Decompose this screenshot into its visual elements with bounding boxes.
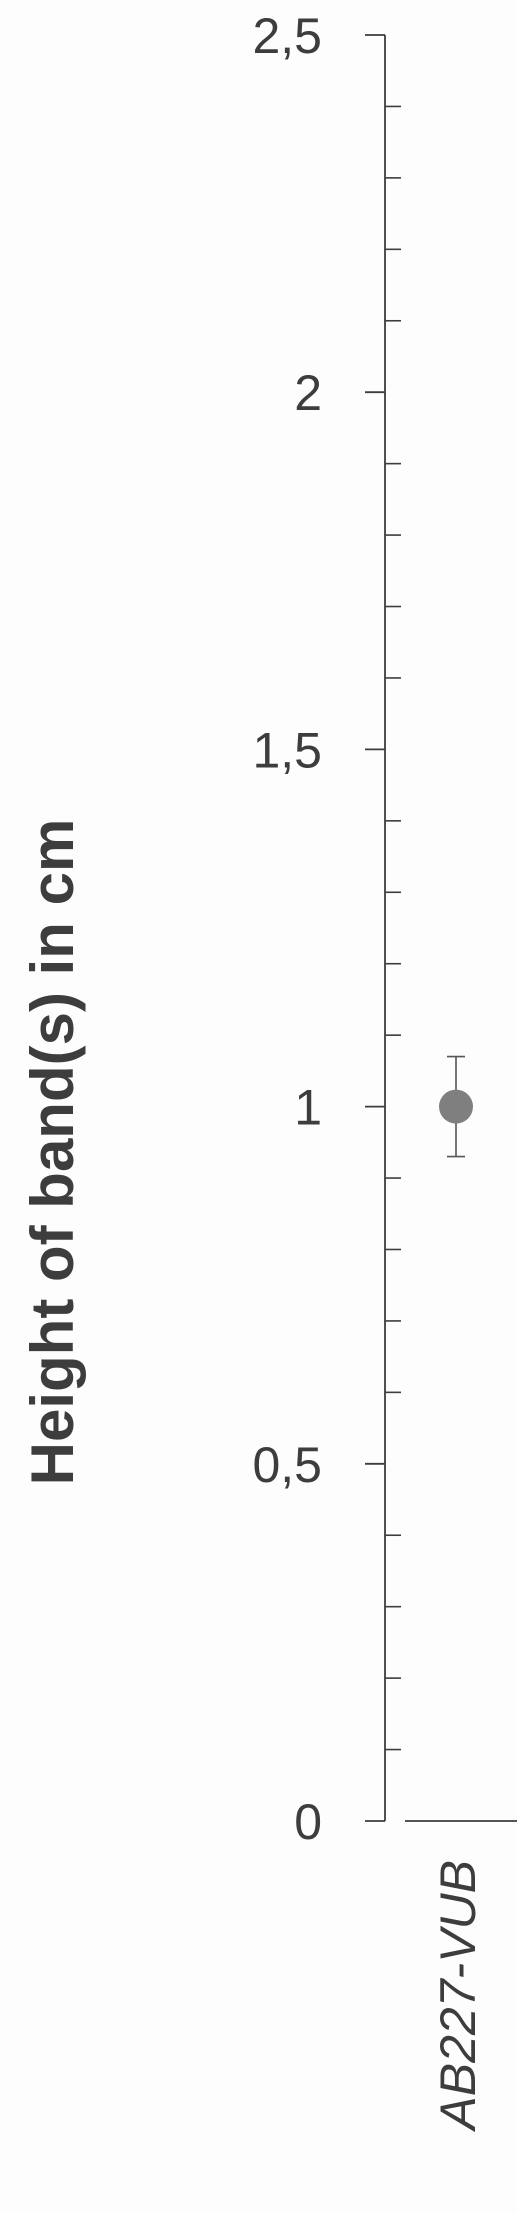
y-tick-labels: 0 0,5 1 1,5 2 2,5 <box>252 8 322 1850</box>
y-tick-label: 1,5 <box>252 722 322 778</box>
y-axis <box>365 34 401 1822</box>
x-category-label: AB227-VUB <box>430 1860 486 2133</box>
y-tick-label: 2 <box>294 365 322 421</box>
data-points <box>439 1055 473 1158</box>
data-point <box>439 1089 473 1124</box>
y-axis-title: Height of band(s) in cm <box>19 819 86 1486</box>
y-tick-label: 0 <box>294 1794 322 1850</box>
y-tick-label: 0,5 <box>252 1437 322 1493</box>
y-tick-label: 1 <box>294 1080 322 1136</box>
y-tick-label: 2,5 <box>252 8 322 64</box>
